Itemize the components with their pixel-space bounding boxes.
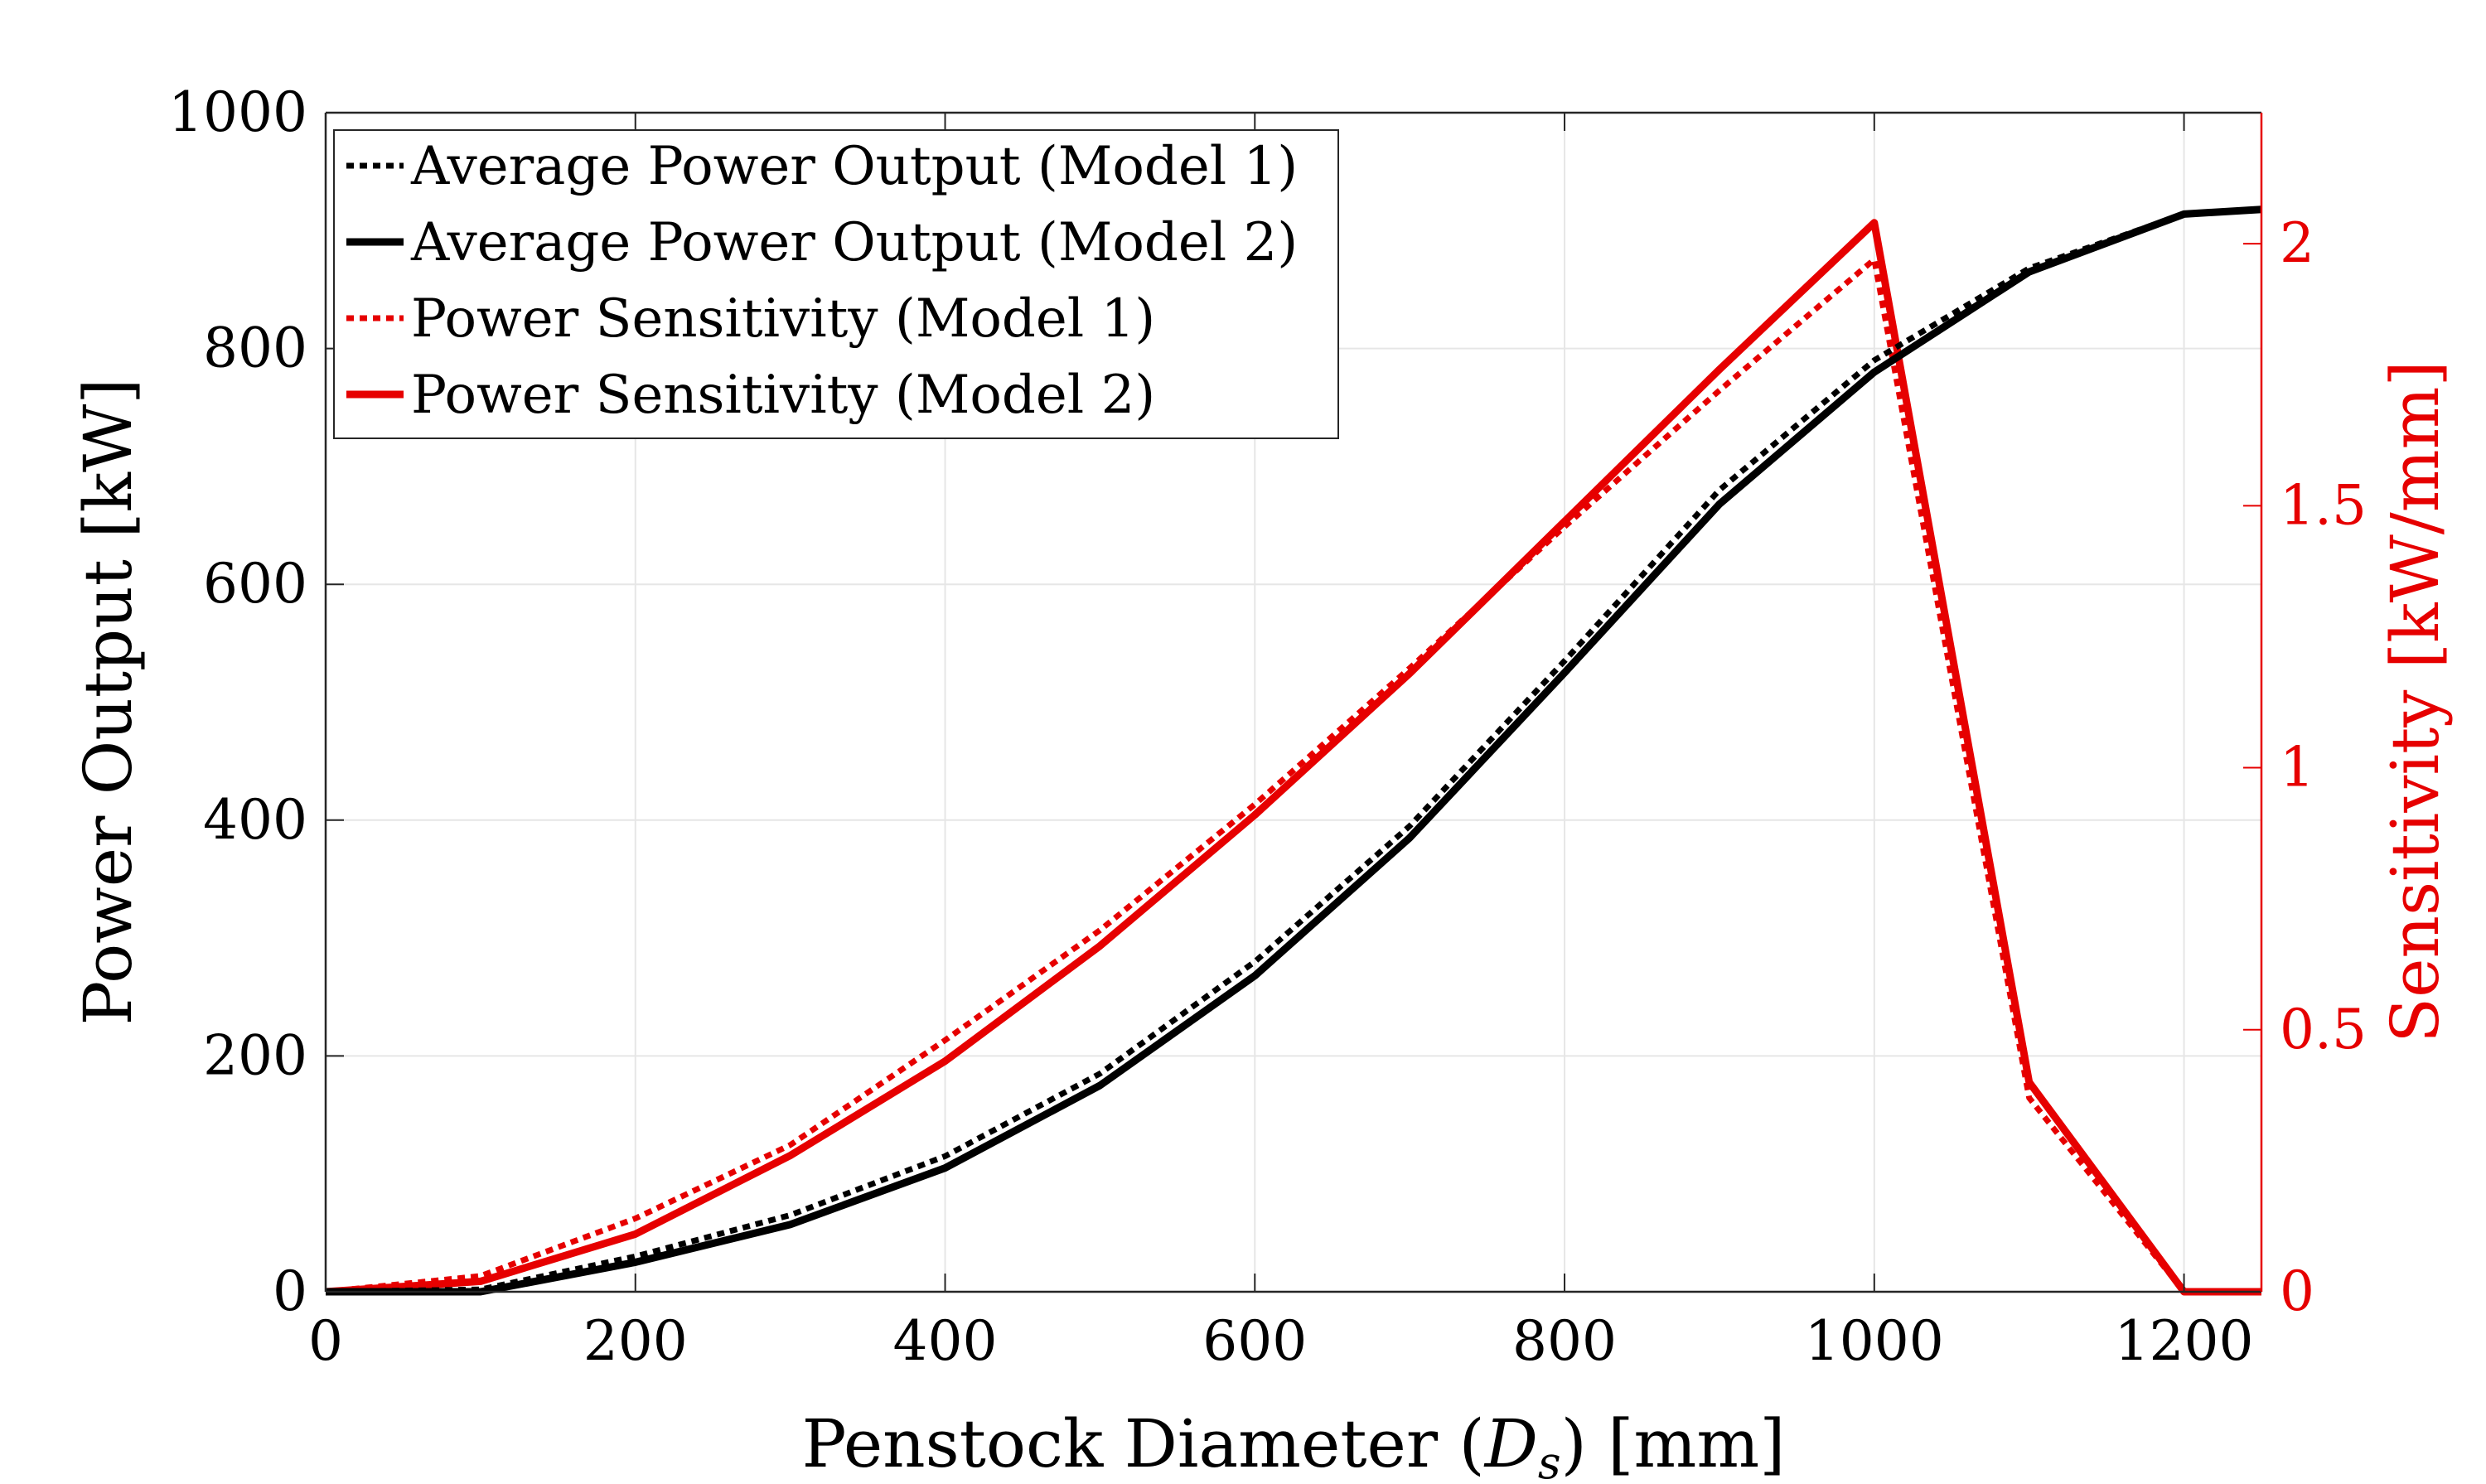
series-line-1	[325, 206, 2262, 1295]
y-right-tick-label: 2	[2280, 211, 2314, 275]
x-tick-label: 800	[1512, 1309, 1617, 1373]
y-right-tick-label: 1	[2280, 736, 2314, 800]
tick-labels: 0 200 400 600 800 1000 1200 0 200 400 600 800 1000 0 0…	[168, 80, 2367, 1373]
series-line-4	[325, 219, 2261, 1296]
y-left-tick-label: 600	[203, 552, 307, 616]
x-tick-label: 200	[583, 1309, 688, 1373]
x-axis-label-text: Penstock Diameter (	[802, 1405, 1485, 1482]
legend-label-3: Power Sensitivity (Model 1)	[411, 288, 1155, 350]
series-line-2	[326, 205, 2262, 1296]
y-left-tick-label: 800	[203, 317, 307, 380]
legend-label-4: Power Sensitivity (Model 2)	[411, 365, 1155, 426]
x-axis-label: Penstock Diameter (Ds) [mm]	[802, 1405, 1786, 1484]
y-axis-right-label: Sensitivity [kW/mm]	[2377, 360, 2454, 1042]
x-tick-label: 600	[1202, 1309, 1307, 1373]
x-tick-label: 1200	[2115, 1309, 2254, 1373]
x-axis-label-symbol: D	[1483, 1405, 1538, 1482]
x-tick-label: 1000	[1805, 1309, 1944, 1373]
y-left-tick-label: 1000	[168, 80, 307, 144]
y-right-tick-label: 1.5	[2280, 473, 2367, 537]
series-lines	[325, 205, 2262, 1296]
legend-label-2: Average Power Output (Model 2)	[410, 212, 1298, 273]
axes	[324, 111, 2263, 1293]
y-left-tick-label: 200	[203, 1023, 307, 1087]
legend: Average Power Output (Model 1) Average Po…	[333, 129, 1339, 439]
y-axis-left-label: Power Output [kW]	[70, 379, 147, 1026]
x-axis-label-subscript: s	[1538, 1437, 1561, 1484]
x-tick-label: 0	[308, 1309, 343, 1373]
x-axis-label-unit: ) [mm]	[1561, 1405, 1786, 1482]
legend-box	[333, 129, 1339, 439]
x-tick-label: 400	[893, 1309, 998, 1373]
y-left-tick-label: 400	[203, 788, 307, 852]
y-right-tick-label: 0	[2280, 1259, 2314, 1323]
legend-label-1: Average Power Output (Model 1)	[410, 136, 1298, 197]
y-right-tick-label: 0.5	[2280, 998, 2367, 1061]
y-left-tick-label: 0	[273, 1259, 307, 1323]
